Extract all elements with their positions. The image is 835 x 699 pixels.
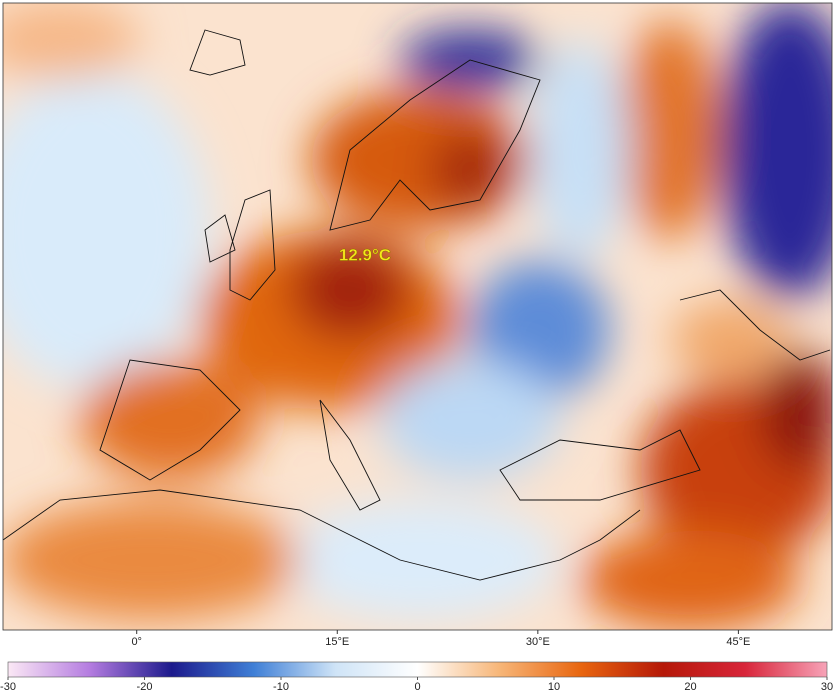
- colorbar-tick-label: 0: [414, 681, 420, 693]
- colorbar-tick-label: 30: [821, 681, 833, 693]
- anomaly-field: [3, 3, 832, 630]
- colorbar-tick-label: 20: [684, 681, 696, 693]
- colorbar: [7, 661, 828, 678]
- coastlines: [2, 29, 831, 581]
- colorbar-tick-label: -10: [273, 681, 289, 693]
- colorbar-tick-label: -20: [137, 681, 153, 693]
- colorbar-tick-label: -30: [0, 681, 16, 693]
- max-annotation: 12.9°C: [339, 245, 391, 264]
- lon-tick-label: 0°: [131, 636, 142, 648]
- colorbar-tick-label: 10: [548, 681, 560, 693]
- map-frame: [2, 2, 833, 631]
- lon-tick-label: 30°E: [526, 636, 550, 648]
- lon-tick-label: 45°E: [726, 636, 750, 648]
- lon-tick-label: 15°E: [325, 636, 349, 648]
